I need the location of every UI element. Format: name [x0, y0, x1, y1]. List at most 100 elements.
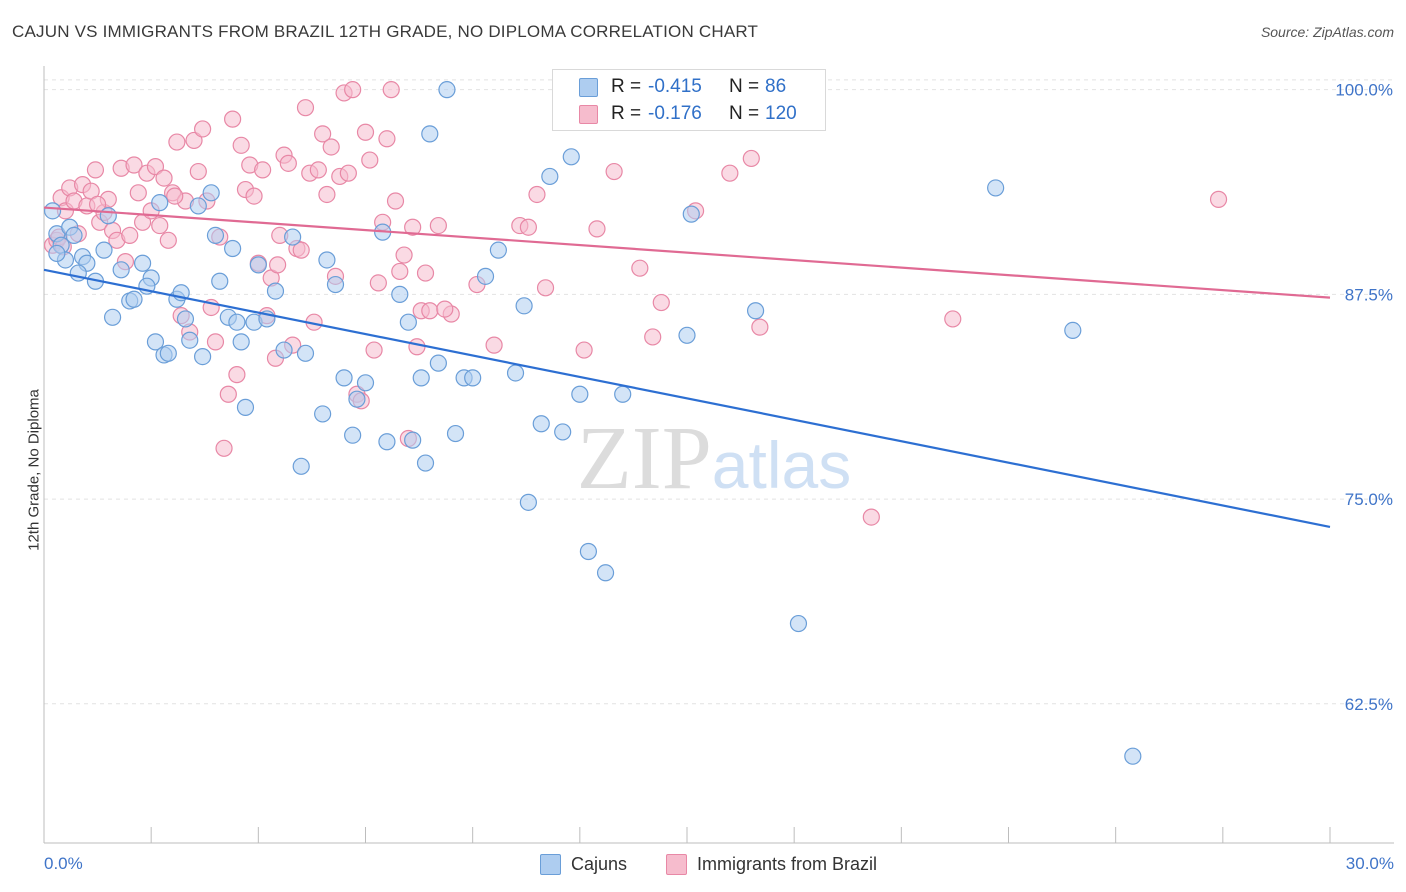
- cajun-point: [746, 302, 765, 320]
- cajun-point: [112, 261, 130, 279]
- cajun-point: [412, 369, 430, 387]
- cajun-point: [789, 614, 808, 633]
- y-tick-label: 87.5%: [1345, 285, 1393, 304]
- source-label: Source: ZipAtlas.com: [1260, 24, 1394, 40]
- tick-labels: 62.5% 75.0% 87.5% 100.0% 0.0% 30.0%: [44, 81, 1394, 873]
- cajun-point: [189, 197, 207, 215]
- brazil-point: [369, 274, 387, 292]
- brazil-point: [519, 218, 537, 236]
- brazil-point: [151, 216, 169, 235]
- brazil-point: [254, 161, 272, 179]
- cajun-point: [43, 202, 62, 220]
- cajun-point: [464, 369, 482, 387]
- brazil-point: [605, 162, 623, 181]
- brazil-point: [404, 218, 422, 236]
- cajun-point: [554, 423, 572, 441]
- brazil-point: [168, 133, 186, 151]
- cajun-point: [249, 256, 267, 274]
- cajun-point: [206, 226, 225, 245]
- n-label: N =: [729, 76, 760, 97]
- brazil-point: [206, 333, 225, 351]
- cajun-point: [275, 341, 293, 359]
- brazil-point: [125, 156, 143, 174]
- cajun-point: [489, 241, 507, 259]
- brazil-swatch: [666, 854, 687, 875]
- brazil-point: [436, 300, 454, 318]
- brazil-point: [228, 366, 246, 384]
- brazil-point: [296, 99, 315, 117]
- cajun-point: [421, 125, 439, 143]
- cajun-swatch: [579, 78, 598, 97]
- brazil-point: [189, 162, 207, 181]
- cajun-point: [429, 354, 447, 372]
- cajun-point: [176, 310, 195, 328]
- cajun-point: [284, 228, 302, 246]
- series-legend: Cajuns Immigrants from Brazil: [0, 851, 1406, 877]
- cajun-point: [133, 254, 152, 272]
- brazil-point: [146, 158, 165, 176]
- cajun-point: [266, 282, 285, 300]
- brazil-point: [751, 318, 769, 336]
- cajun-point: [476, 267, 495, 285]
- r-value: -0.176: [648, 103, 702, 124]
- brazil-point: [215, 439, 233, 457]
- brazil-point: [391, 262, 409, 281]
- cajun-point: [65, 226, 83, 245]
- brazil-point: [361, 151, 379, 169]
- cajun-point: [318, 251, 336, 269]
- brazil-swatch: [579, 105, 598, 124]
- brazil-point: [536, 279, 555, 297]
- cajun-point: [579, 542, 598, 561]
- cajun-point: [541, 167, 559, 186]
- brazil-point: [314, 125, 332, 143]
- cajun-point: [232, 333, 250, 351]
- cajun-point: [151, 194, 169, 212]
- y-tick-label: 62.5%: [1345, 695, 1393, 714]
- cajun-point: [48, 244, 66, 263]
- cajun-point: [99, 207, 117, 225]
- brazil-point: [1209, 190, 1228, 208]
- brazil-point: [862, 508, 880, 526]
- brazil-point: [322, 138, 340, 156]
- brazil-point: [365, 341, 383, 359]
- cajun-point: [446, 424, 465, 443]
- brazil-point: [588, 220, 606, 238]
- brazil-point: [224, 110, 242, 128]
- cajun-point: [682, 205, 700, 223]
- legend-row-brazil: R = -0.176 N = 120: [553, 100, 825, 128]
- cajun-point: [987, 179, 1005, 197]
- cajun-point: [296, 344, 315, 362]
- brazil-point: [485, 336, 503, 354]
- cajun-point: [125, 290, 143, 308]
- trend-lines: [43, 206, 1331, 529]
- cajun-point: [236, 398, 255, 416]
- legend-label: Immigrants from Brazil: [697, 854, 878, 874]
- brazil-point: [944, 310, 962, 328]
- y-tick-label: 100.0%: [1335, 81, 1393, 100]
- cajun-point: [103, 308, 122, 326]
- brazil-point: [159, 231, 177, 249]
- cajun-point: [202, 184, 220, 202]
- brazil-point: [86, 161, 105, 179]
- cajun-point: [515, 297, 533, 315]
- cajun-point: [228, 313, 246, 331]
- brazil-point: [631, 259, 649, 277]
- cajun-point: [404, 431, 422, 449]
- cajun-point: [95, 241, 113, 259]
- legend-row-cajun: R = -0.415 N = 86: [553, 73, 825, 101]
- brazil-point: [575, 341, 593, 359]
- cajun-point: [1124, 747, 1142, 765]
- brazil-point: [194, 120, 212, 138]
- cajun-point: [181, 331, 199, 349]
- brazil-point: [378, 130, 396, 148]
- axes: [43, 66, 1394, 844]
- cajun-point: [438, 81, 456, 99]
- cajun-point: [348, 390, 366, 408]
- brazil-point: [121, 226, 139, 245]
- cajun-point: [562, 148, 580, 166]
- cajun-point: [314, 405, 332, 423]
- cajun-point: [678, 326, 696, 344]
- n-value: 120: [765, 103, 797, 124]
- cajun-point: [614, 385, 632, 403]
